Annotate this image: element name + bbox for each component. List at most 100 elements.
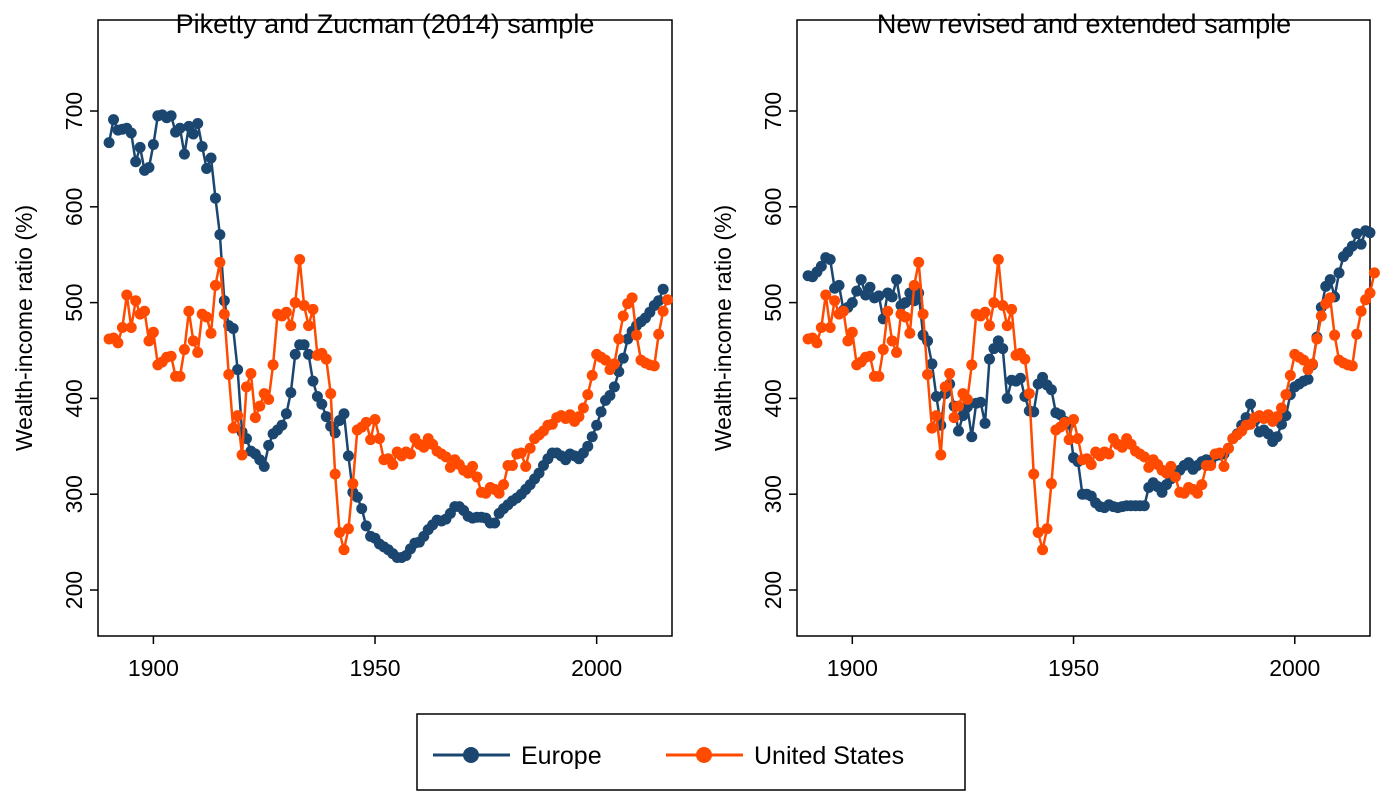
point-united-states — [1311, 333, 1323, 345]
point-united-states — [440, 451, 452, 463]
point-europe — [1271, 431, 1283, 443]
y-axis-label: Wealth-income ratio (%) — [710, 205, 736, 451]
point-europe — [316, 398, 328, 410]
legend-europe-marker — [463, 747, 479, 763]
point-united-states — [600, 354, 612, 366]
y-tick-label: 200 — [760, 571, 786, 609]
point-europe — [953, 425, 965, 437]
y-tick-label: 300 — [760, 475, 786, 513]
point-united-states — [329, 468, 341, 480]
point-europe — [1364, 227, 1376, 239]
point-europe — [864, 281, 876, 293]
series-united-states — [103, 254, 674, 556]
point-united-states — [1315, 310, 1327, 322]
point-united-states — [899, 311, 911, 323]
point-united-states — [1368, 267, 1380, 279]
point-europe — [298, 339, 310, 351]
point-united-states — [178, 344, 190, 356]
point-united-states — [815, 322, 827, 334]
point-united-states — [913, 256, 925, 268]
point-united-states — [227, 422, 239, 434]
legend-box — [416, 713, 966, 791]
point-united-states — [1284, 369, 1296, 381]
point-united-states — [944, 368, 956, 380]
point-europe — [489, 517, 501, 529]
point-europe — [1138, 500, 1150, 512]
point-united-states — [1085, 459, 1097, 471]
chart-title: New revised and extended sample — [877, 9, 1291, 39]
point-united-states — [617, 310, 629, 322]
point-united-states — [214, 256, 226, 268]
point-united-states — [174, 370, 186, 382]
point-europe — [653, 295, 665, 307]
point-united-states — [1059, 416, 1071, 428]
point-united-states — [130, 295, 142, 307]
point-europe — [657, 283, 669, 295]
point-united-states — [1364, 287, 1376, 299]
y-tick-label: 600 — [760, 188, 786, 226]
point-united-states — [338, 544, 350, 556]
point-united-states — [922, 368, 934, 380]
point-europe — [338, 408, 350, 420]
point-europe — [979, 417, 991, 429]
point-united-states — [201, 311, 213, 323]
series-united-states — [802, 254, 1380, 556]
y-tick-label: 700 — [61, 92, 87, 130]
point-europe — [280, 408, 292, 420]
point-united-states — [187, 335, 199, 347]
point-united-states — [1068, 413, 1080, 425]
point-united-states — [125, 322, 137, 334]
y-tick-label: 500 — [61, 283, 87, 321]
point-europe — [263, 439, 275, 451]
point-europe — [608, 381, 620, 393]
point-united-states — [939, 381, 951, 393]
point-europe — [886, 291, 898, 303]
point-united-states — [471, 471, 483, 483]
point-united-states — [307, 303, 319, 315]
point-united-states — [294, 254, 306, 266]
point-united-states — [515, 447, 527, 459]
point-europe — [187, 128, 199, 140]
point-united-states — [992, 254, 1004, 266]
plot-frame — [97, 19, 673, 637]
point-united-states — [1351, 328, 1363, 340]
panel-right: New revised and extended sample Wealth-i… — [710, 9, 1380, 681]
legend-us-marker — [696, 747, 712, 763]
point-united-states — [112, 337, 124, 349]
y-tick-label: 200 — [61, 571, 87, 609]
point-united-states — [829, 295, 841, 307]
point-europe — [258, 460, 270, 472]
legend: Europe United States — [416, 713, 966, 791]
point-europe — [617, 352, 629, 364]
point-united-states — [1063, 434, 1075, 446]
point-united-states — [116, 322, 128, 334]
point-europe — [342, 450, 354, 462]
point-europe — [214, 229, 226, 241]
y-tick-label: 400 — [61, 379, 87, 417]
point-united-states — [1023, 388, 1035, 400]
point-united-states — [236, 449, 248, 461]
point-united-states — [891, 346, 903, 358]
point-united-states — [280, 306, 292, 318]
point-europe — [582, 440, 594, 452]
series-europe — [103, 109, 669, 563]
point-united-states — [147, 326, 159, 338]
x-tick-label: 1950 — [1048, 655, 1099, 681]
point-united-states — [347, 478, 359, 490]
point-europe — [899, 297, 911, 309]
y-axis-label: Wealth-income ratio (%) — [11, 205, 37, 451]
point-united-states — [573, 411, 585, 423]
point-united-states — [886, 335, 898, 347]
point-europe — [930, 390, 942, 402]
point-united-states — [1280, 389, 1292, 401]
x-tick-label: 1950 — [349, 655, 400, 681]
point-united-states — [192, 346, 204, 358]
point-europe — [997, 343, 1009, 355]
x-tick-label: 2000 — [571, 655, 622, 681]
point-united-states — [586, 369, 598, 381]
point-united-states — [953, 400, 965, 412]
point-united-states — [1041, 523, 1053, 535]
point-united-states — [1169, 471, 1181, 483]
point-europe — [196, 140, 208, 152]
point-united-states — [325, 388, 337, 400]
